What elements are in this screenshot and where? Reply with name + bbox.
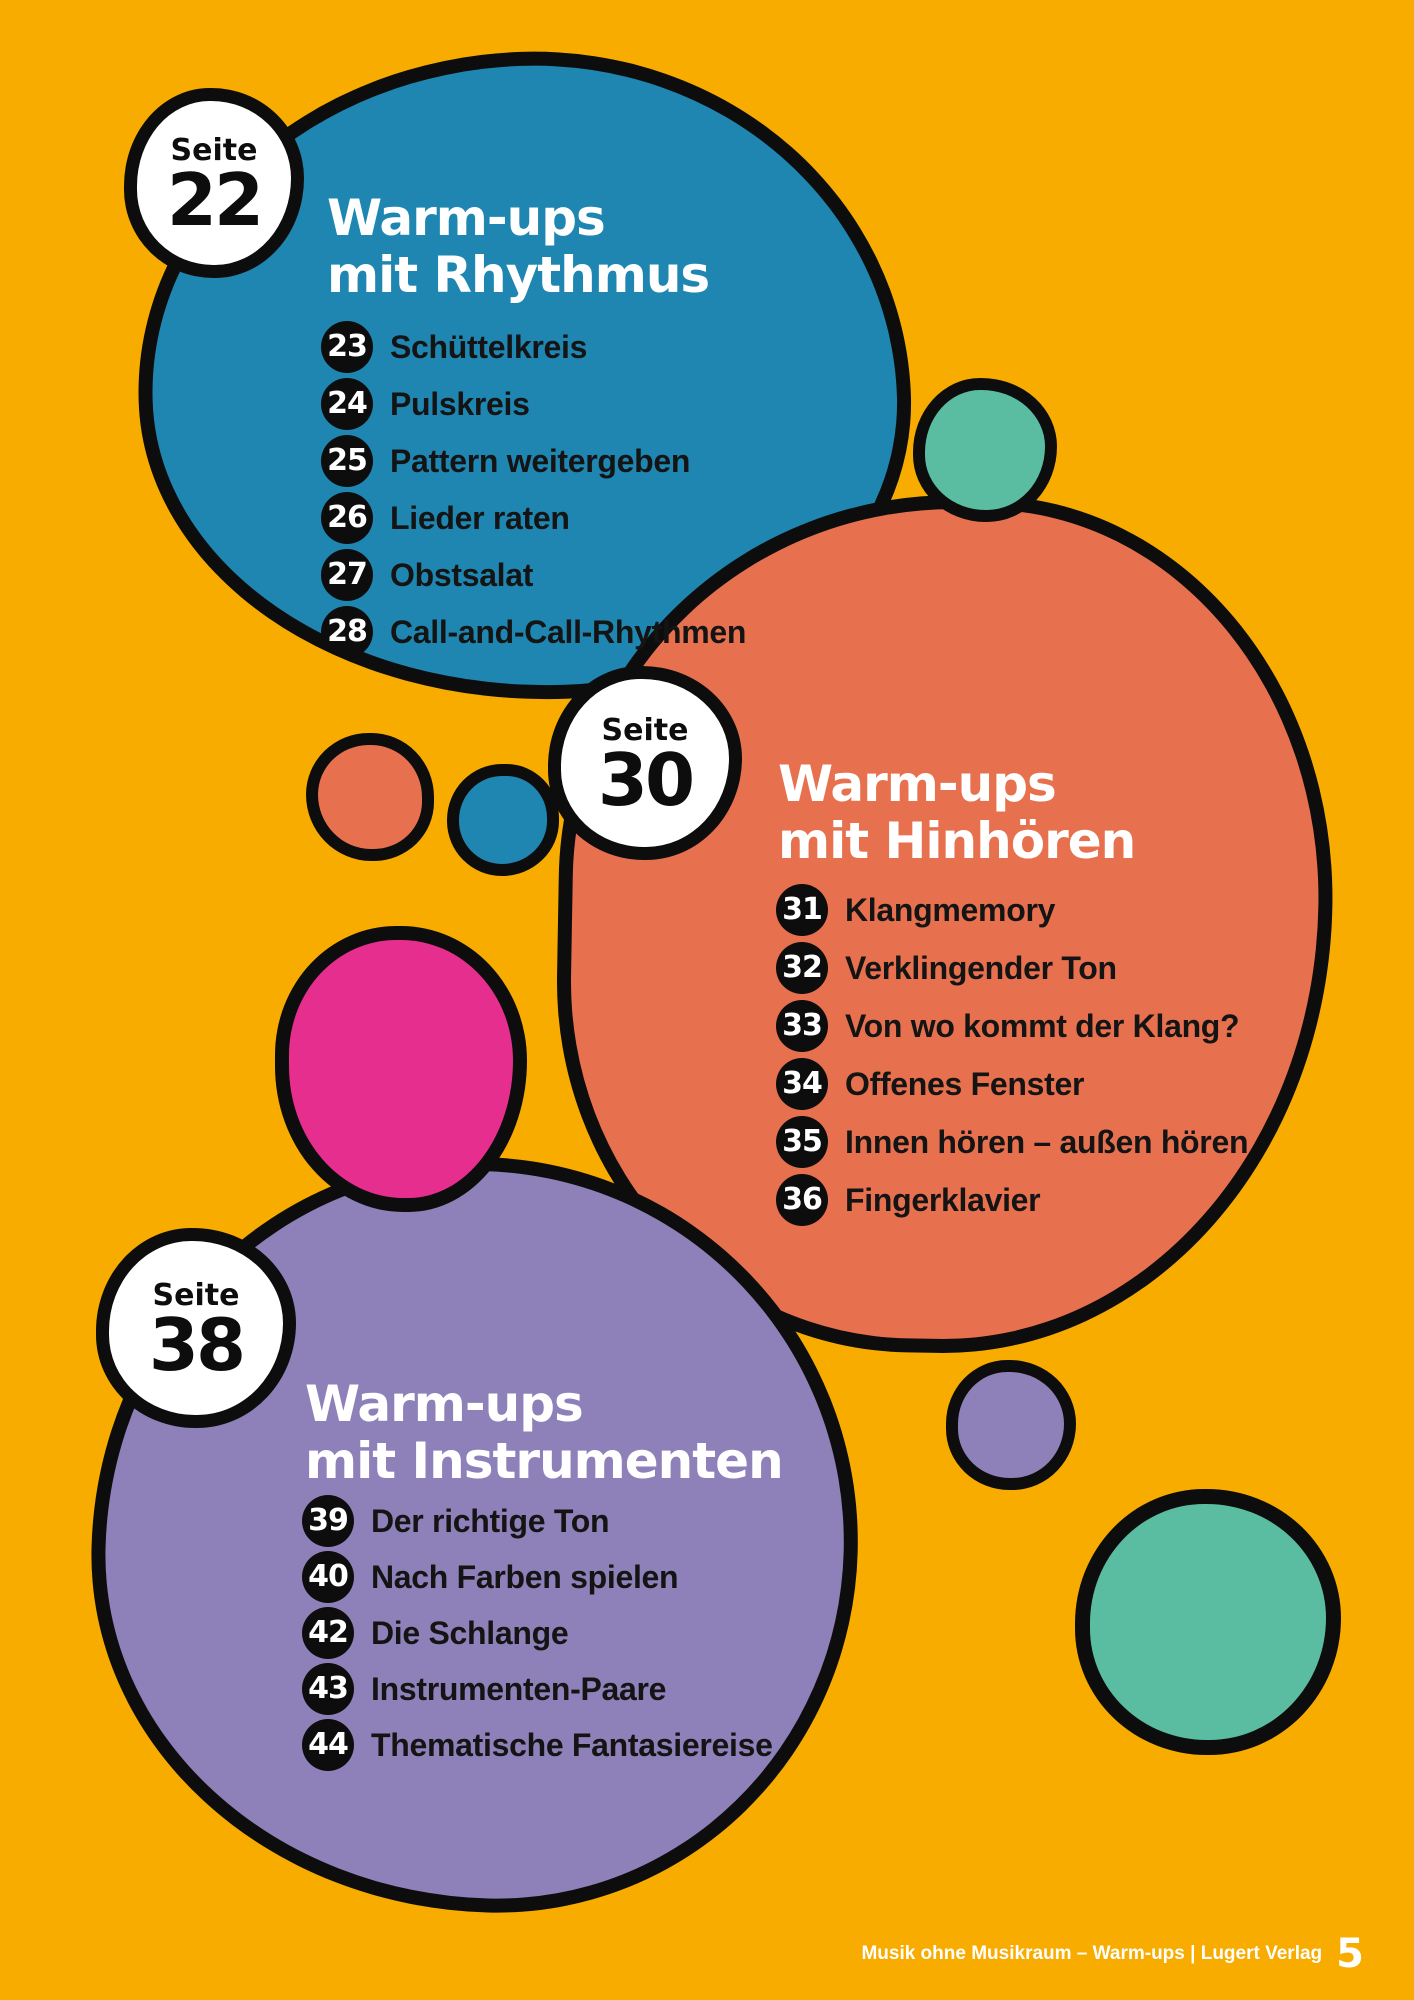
title-line-2: mit Instrumenten <box>305 1432 784 1490</box>
item-label: Pulskreis <box>390 385 530 422</box>
item-label: Thematische Fantasiereise <box>371 1726 773 1763</box>
item-number-badge: 36 <box>776 1174 828 1226</box>
toc-item: 36 Fingerklavier <box>776 1174 1248 1226</box>
decorative-circle-teal-bottom <box>1075 1489 1341 1755</box>
item-number-badge: 25 <box>321 435 373 487</box>
item-label: Schüttelkreis <box>390 328 588 365</box>
toc-item: 24 Pulskreis <box>321 378 746 430</box>
title-line-1: Warm-ups <box>327 189 606 247</box>
toc-list-hinhoeren: 31 Klangmemory 32 Verklingender Ton 33 V… <box>776 884 1249 1226</box>
item-number-badge: 26 <box>321 492 373 544</box>
toc-item: 31 Klangmemory <box>776 884 1248 936</box>
item-number-badge: 44 <box>302 1719 354 1771</box>
section-title-hinhoeren: Warm-ups mit Hinhören <box>778 755 1136 870</box>
page-badge-22: Seite 22 <box>124 88 304 278</box>
section-title-instrumenten: Warm-ups mit Instrumenten <box>305 1375 784 1490</box>
decorative-circle-orange-small <box>306 733 434 861</box>
footer-credit-text: Musik ohne Musikraum – Warm-ups | Lugert… <box>861 1943 1323 1964</box>
decorative-circle-purple-small <box>946 1360 1076 1490</box>
item-label: Call-and-Call-Rhythmen <box>390 613 747 650</box>
page-badge-38: Seite 38 <box>96 1228 296 1428</box>
toc-item: 39 Der richtige Ton <box>302 1495 773 1547</box>
badge-label: Seite <box>601 713 689 748</box>
badge-number: 30 <box>597 738 695 822</box>
title-line-2: mit Rhythmus <box>327 246 710 304</box>
toc-list-instrumenten: 39 Der richtige Ton 40 Nach Farben spiel… <box>302 1495 773 1771</box>
title-line-1: Warm-ups <box>305 1375 584 1433</box>
item-number-badge: 32 <box>776 942 828 994</box>
item-number-badge: 39 <box>302 1495 354 1547</box>
item-number-badge: 43 <box>302 1663 354 1715</box>
item-label: Von wo kommt der Klang? <box>845 1007 1240 1044</box>
badge-label: Seite <box>152 1278 240 1313</box>
toc-item: 34 Offenes Fenster <box>776 1058 1248 1110</box>
badge-number: 38 <box>148 1303 246 1387</box>
item-label: Pattern weitergeben <box>390 442 691 479</box>
decorative-circle-blue-small <box>447 764 559 876</box>
item-number-badge: 23 <box>321 321 373 373</box>
decorative-circle-teal-top <box>913 378 1057 522</box>
badge-label: Seite <box>170 133 258 168</box>
item-label: Nach Farben spielen <box>371 1558 679 1595</box>
toc-item: 33 Von wo kommt der Klang? <box>776 1000 1248 1052</box>
item-label: Innen hören – außen hören <box>845 1123 1249 1160</box>
decorative-circle-pink <box>275 926 527 1212</box>
toc-item: 25 Pattern weitergeben <box>321 435 746 487</box>
toc-item: 42 Die Schlange <box>302 1607 773 1659</box>
item-number-badge: 42 <box>302 1607 354 1659</box>
page-badge-30: Seite 30 <box>548 666 742 860</box>
item-label: Die Schlange <box>371 1614 569 1651</box>
item-label: Lieder raten <box>390 499 570 536</box>
footer-page-number: 5 <box>1336 1931 1364 1977</box>
item-number-badge: 35 <box>776 1116 828 1168</box>
toc-item: 26 Lieder raten <box>321 492 746 544</box>
page-footer: Musik ohne Musikraum – Warm-ups | Lugert… <box>861 1934 1364 1974</box>
item-number-badge: 24 <box>321 378 373 430</box>
item-label: Instrumenten-Paare <box>371 1670 667 1707</box>
toc-item: 23 Schüttelkreis <box>321 321 746 373</box>
item-number-badge: 31 <box>776 884 828 936</box>
title-line-1: Warm-ups <box>778 755 1057 813</box>
toc-item: 27 Obstsalat <box>321 549 746 601</box>
title-line-2: mit Hinhören <box>778 812 1136 870</box>
item-label: Der richtige Ton <box>371 1502 610 1539</box>
item-label: Klangmemory <box>845 891 1056 928</box>
toc-item: 44 Thematische Fantasiereise <box>302 1719 773 1771</box>
item-number-badge: 34 <box>776 1058 828 1110</box>
badge-number: 22 <box>166 158 264 242</box>
toc-item: 40 Nach Farben spielen <box>302 1551 773 1603</box>
item-number-badge: 27 <box>321 549 373 601</box>
toc-item: 32 Verklingender Ton <box>776 942 1248 994</box>
item-label: Obstsalat <box>390 556 534 593</box>
item-label: Fingerklavier <box>845 1181 1041 1218</box>
item-label: Offenes Fenster <box>845 1065 1085 1102</box>
item-number-badge: 40 <box>302 1551 354 1603</box>
item-number-badge: 28 <box>321 606 373 658</box>
toc-item: 43 Instrumenten-Paare <box>302 1663 773 1715</box>
toc-item: 35 Innen hören – außen hören <box>776 1116 1249 1168</box>
toc-list-rhythmus: 23 Schüttelkreis 24 Pulskreis 25 Pattern… <box>321 321 746 658</box>
section-title-rhythmus: Warm-ups mit Rhythmus <box>327 189 710 304</box>
item-label: Verklingender Ton <box>845 949 1117 986</box>
item-number-badge: 33 <box>776 1000 828 1052</box>
toc-item: 28 Call-and-Call-Rhythmen <box>321 606 746 658</box>
